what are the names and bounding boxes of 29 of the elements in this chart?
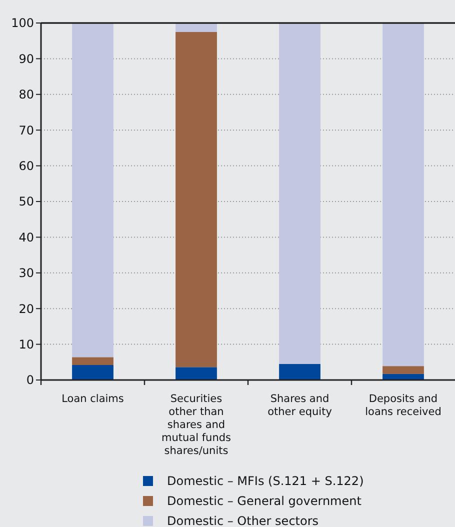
x-tick-label: Loan claims bbox=[62, 393, 124, 405]
y-tick-label: 30 bbox=[18, 266, 34, 280]
y-tick-label: 50 bbox=[18, 194, 34, 209]
y-tick-label: 40 bbox=[18, 230, 34, 244]
y-tick-label: 20 bbox=[18, 302, 34, 316]
bar bbox=[382, 23, 424, 366]
bar bbox=[72, 365, 114, 380]
y-tick-label: 70 bbox=[18, 123, 34, 138]
y-tick-label: 100 bbox=[11, 16, 34, 30]
x-tick-label: Shares and other equity bbox=[268, 393, 332, 418]
y-tick-label: 0 bbox=[26, 373, 34, 388]
bar bbox=[279, 364, 320, 380]
x-tick-label: Deposits and loans received bbox=[365, 393, 442, 418]
bar bbox=[176, 32, 217, 368]
legend-label: Domestic – MFIs (S.121 + S.122) bbox=[167, 474, 364, 488]
legend-label: Domestic – General government bbox=[167, 494, 362, 508]
y-tick-label: 10 bbox=[18, 338, 34, 352]
legend-label: Domestic – Other sectors bbox=[167, 514, 319, 527]
y-tick-label: 60 bbox=[18, 159, 34, 173]
bar bbox=[176, 367, 217, 380]
y-tick-label: 90 bbox=[18, 52, 34, 66]
y-tick-label: 80 bbox=[18, 88, 34, 102]
x-tick-label: Securities other than shares and mutual funds shares/units bbox=[162, 393, 231, 457]
bar bbox=[382, 374, 424, 380]
bar bbox=[72, 23, 114, 358]
bar bbox=[72, 357, 114, 366]
bar bbox=[176, 23, 217, 32]
bar bbox=[279, 23, 320, 364]
bar bbox=[382, 366, 424, 374]
